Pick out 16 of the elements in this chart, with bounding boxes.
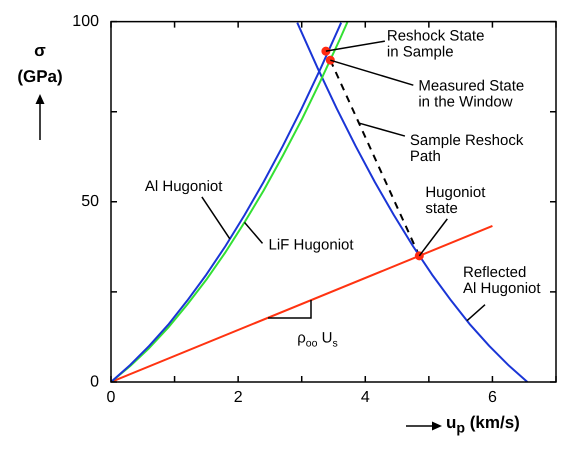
y-tick-label: 50 (81, 193, 100, 210)
x-tick-label: 6 (488, 389, 497, 406)
annotation: Reshock State in Sample (386, 27, 484, 60)
y-tick-label: 100 (72, 13, 100, 30)
x-axis-title: u$_{p}$ (km/s) (446, 413, 520, 436)
series-label: Al Hugoniot (144, 178, 224, 196)
x-tick-label: 0 (106, 389, 116, 406)
series-label: LiF Hugoniot (268, 236, 354, 254)
series-label: Reflected Al Hugoniot (463, 264, 542, 297)
y-axis-title: σ (GPa) (16, 40, 64, 88)
annotation: Measured State in the Window (418, 77, 524, 110)
x-tick-label: 4 (360, 389, 370, 406)
series-label: Sample Reshock Path (410, 132, 524, 166)
annotation: Hugoniot state (425, 184, 486, 217)
x-tick-label: 2 (234, 389, 243, 406)
y-tick-label: 0 (90, 373, 100, 390)
